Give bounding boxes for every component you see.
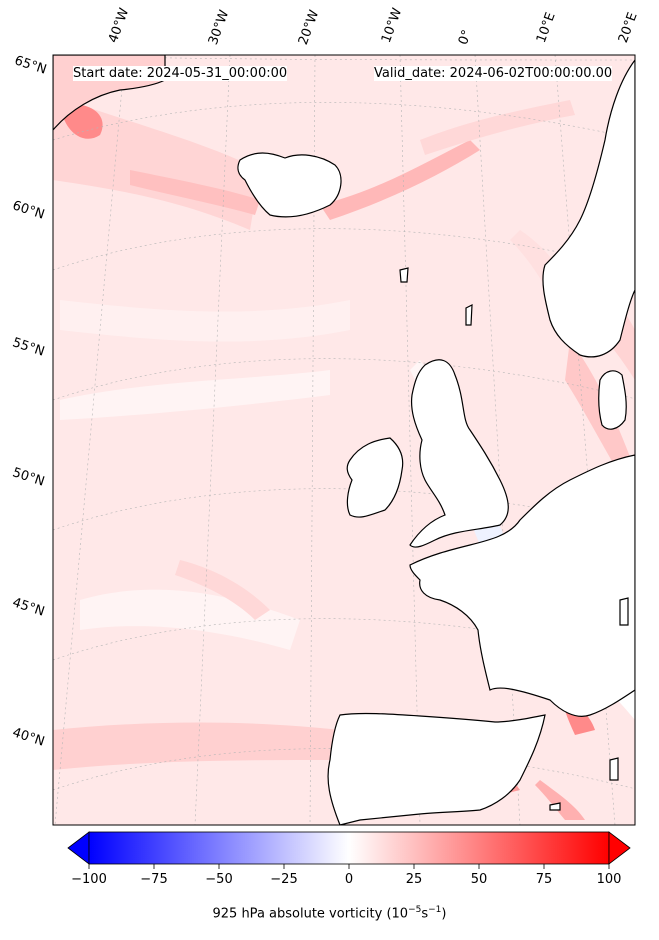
faroe-islands <box>399 267 409 283</box>
colorbar-tick-label: 50 <box>470 872 488 887</box>
colorbar-label-exp2: −1 <box>428 905 442 915</box>
iceland <box>237 152 342 218</box>
colorbar-label-end: ) <box>441 906 447 922</box>
colorbar-label-unit: s <box>421 906 429 922</box>
graticule <box>53 55 635 825</box>
colorbar-tick-label: 100 <box>596 872 622 887</box>
ireland <box>346 437 404 518</box>
colorbar-tick-label: 75 <box>535 872 553 887</box>
colorbar-body <box>88 831 610 865</box>
start-date-label: Start date: 2024-05-31_00:00:00 <box>73 66 288 81</box>
colorbar-tick-label: 25 <box>405 872 423 887</box>
colorbar-extend-min <box>67 831 90 865</box>
great-britain <box>409 359 509 548</box>
colorbar-label: 925 hPa absolute vorticity (10−5s−1) <box>0 905 659 921</box>
colorbar-label-text: 925 hPa absolute vorticity (10 <box>212 906 409 922</box>
shetland <box>465 304 473 326</box>
iberia <box>327 712 546 825</box>
colorbar-tick-label: 0 <box>344 872 354 887</box>
valid-date-label: Valid_date: 2024-06-02T00:00:00.00 <box>374 66 613 81</box>
colorbar-label-exp1: −5 <box>408 905 422 915</box>
colorbar-tick-label: −100 <box>71 872 107 887</box>
sardinia <box>609 757 619 781</box>
corsica <box>619 597 629 626</box>
colorbar-tick-label: −25 <box>270 872 298 887</box>
colorbar-tick-label: −50 <box>205 872 233 887</box>
norway <box>542 58 635 358</box>
denmark <box>598 370 627 430</box>
colorbar-extend-max <box>608 831 631 865</box>
map-frame <box>52 54 636 826</box>
colorbar-tick-label: −75 <box>140 872 168 887</box>
map-panel <box>53 55 635 825</box>
colorbar <box>67 831 631 869</box>
balearics <box>549 802 561 811</box>
continental-europe <box>409 454 635 717</box>
